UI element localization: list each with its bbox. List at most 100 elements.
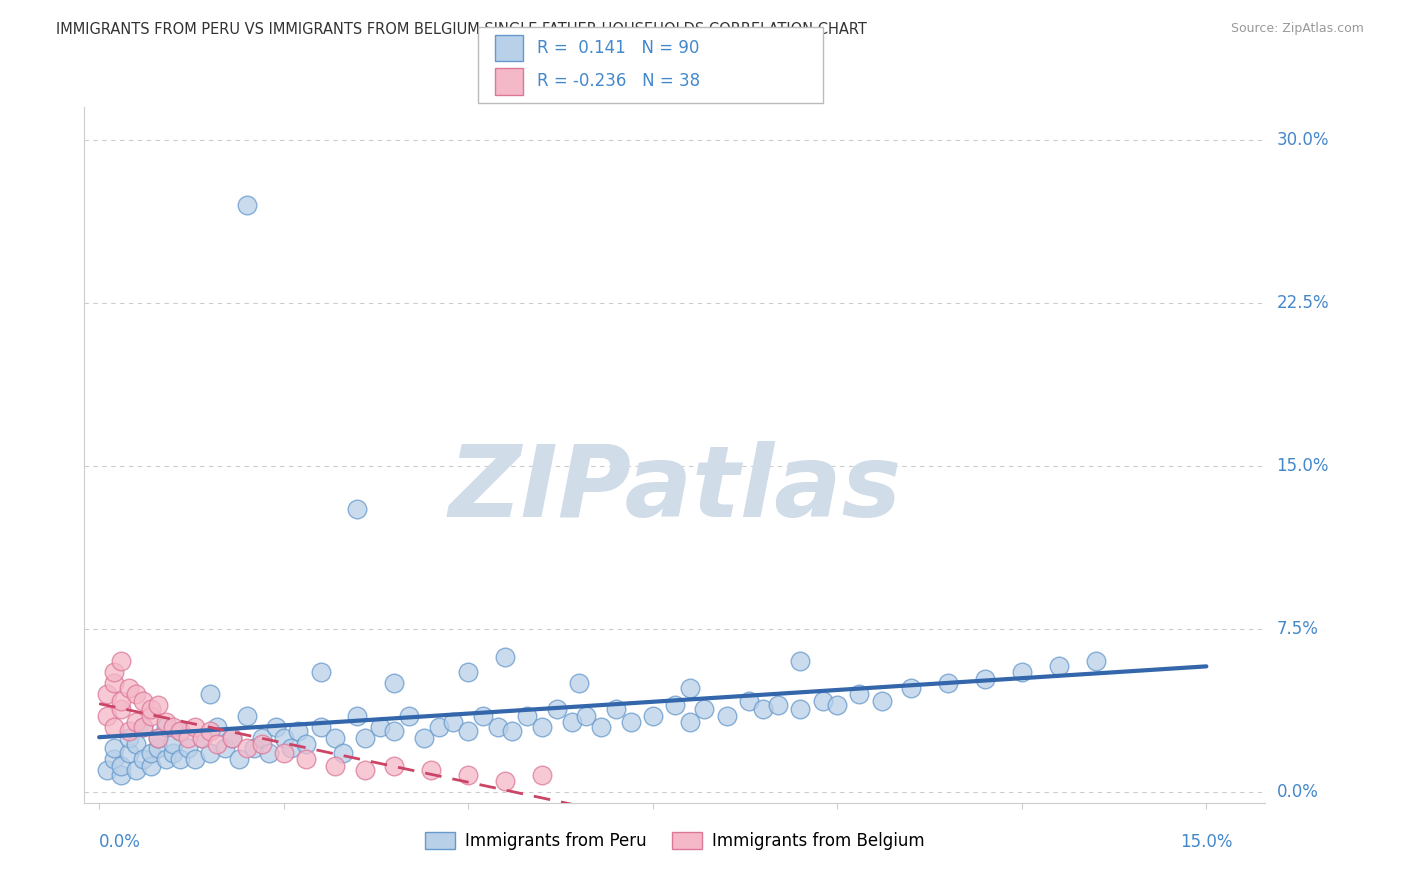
Text: 22.5%: 22.5%: [1277, 293, 1329, 311]
Point: [162, 746, 184, 760]
Point: [789, 702, 811, 716]
Point: [110, 655, 132, 669]
Point: [1047, 658, 1070, 673]
Point: [309, 720, 332, 734]
Point: [96, 763, 118, 777]
Point: [420, 763, 443, 777]
Text: 0.0%: 0.0%: [1277, 783, 1319, 801]
Point: [148, 698, 170, 712]
Point: [266, 720, 288, 734]
Point: [531, 720, 554, 734]
Point: [103, 665, 125, 680]
Point: [295, 737, 318, 751]
Point: [382, 759, 406, 773]
Point: [191, 731, 214, 745]
Point: [169, 752, 191, 766]
Point: [789, 655, 811, 669]
Point: [273, 746, 295, 760]
Point: [110, 702, 132, 716]
Point: [132, 752, 155, 766]
Point: [177, 741, 200, 756]
Text: 0.0%: 0.0%: [98, 833, 141, 851]
Point: [1011, 665, 1033, 680]
Point: [472, 708, 495, 723]
Point: [207, 720, 229, 734]
Point: [382, 724, 406, 739]
Point: [177, 731, 200, 745]
Point: [118, 731, 141, 745]
Text: Source: ZipAtlas.com: Source: ZipAtlas.com: [1230, 22, 1364, 36]
Point: [546, 702, 568, 716]
Text: 15.0%: 15.0%: [1180, 833, 1233, 851]
Point: [155, 715, 177, 730]
Point: [1084, 655, 1107, 669]
Point: [103, 676, 125, 690]
Point: [323, 731, 347, 745]
Point: [768, 698, 790, 712]
Point: [139, 708, 162, 723]
Point: [250, 731, 273, 745]
Point: [139, 759, 162, 773]
Text: 30.0%: 30.0%: [1277, 130, 1329, 149]
Point: [221, 731, 243, 745]
Point: [198, 724, 221, 739]
Point: [323, 759, 347, 773]
Point: [148, 741, 170, 756]
Point: [457, 767, 479, 781]
Point: [110, 767, 132, 781]
Point: [228, 752, 250, 766]
Point: [198, 746, 221, 760]
Point: [591, 720, 613, 734]
Text: IMMIGRANTS FROM PERU VS IMMIGRANTS FROM BELGIUM SINGLE FATHER HOUSEHOLDS CORRELA: IMMIGRANTS FROM PERU VS IMMIGRANTS FROM …: [56, 22, 868, 37]
Point: [620, 715, 643, 730]
Point: [287, 724, 309, 739]
Point: [457, 665, 479, 680]
Point: [936, 676, 959, 690]
Point: [162, 737, 184, 751]
Point: [752, 702, 775, 716]
Point: [516, 708, 538, 723]
Point: [236, 708, 259, 723]
Point: [575, 708, 598, 723]
Point: [132, 693, 155, 707]
Point: [243, 741, 266, 756]
Point: [132, 720, 155, 734]
Point: [110, 693, 132, 707]
Point: [605, 702, 627, 716]
Point: [382, 676, 406, 690]
Point: [132, 720, 155, 734]
Point: [257, 746, 280, 760]
Point: [110, 759, 132, 773]
Point: [848, 687, 870, 701]
Point: [457, 724, 479, 739]
Text: 7.5%: 7.5%: [1277, 620, 1319, 638]
Point: [354, 731, 377, 745]
Point: [207, 737, 229, 751]
Text: R = -0.236   N = 38: R = -0.236 N = 38: [537, 72, 700, 90]
Point: [413, 731, 436, 745]
Point: [273, 731, 295, 745]
Text: 15.0%: 15.0%: [1277, 457, 1329, 475]
Point: [531, 767, 554, 781]
Point: [427, 720, 450, 734]
Point: [280, 741, 302, 756]
Point: [974, 672, 997, 686]
Point: [118, 681, 141, 695]
Point: [236, 741, 259, 756]
Point: [561, 715, 583, 730]
Point: [494, 774, 516, 789]
Point: [221, 731, 243, 745]
Point: [184, 720, 207, 734]
Point: [155, 752, 177, 766]
Point: [125, 737, 148, 751]
Point: [191, 731, 214, 745]
Point: [309, 665, 332, 680]
Legend: Immigrants from Peru, Immigrants from Belgium: Immigrants from Peru, Immigrants from Be…: [419, 826, 931, 857]
Point: [118, 724, 141, 739]
Point: [494, 650, 516, 665]
Point: [103, 752, 125, 766]
Point: [169, 724, 191, 739]
Point: [103, 741, 125, 756]
Point: [811, 693, 834, 707]
Point: [368, 720, 391, 734]
